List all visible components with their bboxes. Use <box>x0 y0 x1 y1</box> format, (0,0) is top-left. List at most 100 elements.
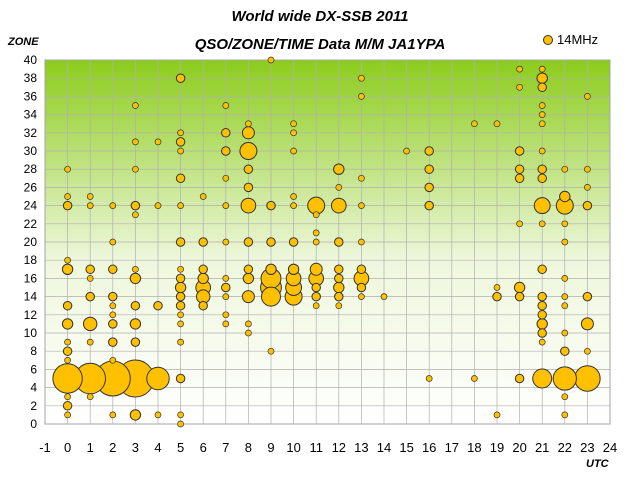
data-point <box>108 337 118 347</box>
x-tick-label: 11 <box>309 440 323 455</box>
data-point <box>493 284 501 291</box>
data-point <box>537 300 547 311</box>
legend-label: 14MHz <box>557 32 599 47</box>
data-point <box>584 184 591 191</box>
data-point <box>154 138 162 146</box>
y-tick-label: 22 <box>24 217 38 231</box>
data-point <box>471 120 478 128</box>
data-point <box>538 338 546 346</box>
data-point <box>108 319 118 329</box>
chart-subtitle: QSO/ZONE/TIME Data M/M JA1YPA <box>194 36 446 53</box>
data-point <box>561 220 569 228</box>
data-point <box>582 291 593 302</box>
data-point <box>86 193 94 200</box>
data-point <box>240 197 257 214</box>
data-point <box>537 291 547 302</box>
data-point <box>538 111 546 118</box>
data-point <box>62 401 73 411</box>
data-point <box>129 272 142 285</box>
data-point <box>580 317 594 331</box>
x-tick-label: 22 <box>558 440 572 455</box>
data-point <box>493 411 501 419</box>
data-point <box>62 200 73 211</box>
data-point <box>86 393 94 401</box>
data-point <box>424 200 434 211</box>
data-point <box>62 346 73 356</box>
data-point <box>146 366 170 391</box>
data-point <box>330 197 347 214</box>
data-point <box>538 102 546 109</box>
x-tick-label: 23 <box>580 440 594 455</box>
data-point <box>533 197 551 215</box>
data-point <box>222 174 230 182</box>
data-point <box>311 282 321 293</box>
data-point <box>403 147 410 155</box>
data-point <box>552 366 577 391</box>
legend-marker <box>543 34 553 45</box>
x-tick-label: 18 <box>467 440 481 455</box>
x-tick-label: 3 <box>132 440 139 455</box>
data-point <box>312 238 320 246</box>
data-point <box>424 164 434 174</box>
y-tick-label: 0 <box>30 417 37 431</box>
data-point <box>86 338 94 346</box>
data-point <box>424 146 434 156</box>
data-point <box>537 264 547 275</box>
data-point <box>109 311 117 319</box>
data-point <box>514 164 525 174</box>
y-tick-label: 14 <box>24 290 38 304</box>
data-point <box>356 282 367 293</box>
data-point <box>177 129 184 137</box>
data-point <box>288 237 299 247</box>
y-tick-label: 34 <box>24 108 38 122</box>
data-point <box>177 265 184 273</box>
x-axis-label: UTC <box>586 458 609 470</box>
x-tick-label: 5 <box>177 440 184 455</box>
data-point <box>335 184 343 191</box>
data-point <box>175 237 186 247</box>
y-tick-label: 10 <box>24 326 38 340</box>
data-point <box>221 146 231 156</box>
y-tick-label: 18 <box>24 253 38 267</box>
y-axis-label: ZONE <box>8 36 39 48</box>
y-tick-label: 16 <box>24 271 38 285</box>
data-point <box>561 411 569 419</box>
data-point <box>265 263 277 275</box>
data-point <box>358 293 365 300</box>
data-point <box>537 310 547 320</box>
data-point <box>290 120 297 128</box>
x-tick-label: 21 <box>535 440 549 455</box>
data-point <box>61 263 74 275</box>
data-point <box>358 174 365 182</box>
data-point <box>290 147 297 155</box>
data-point <box>537 164 547 174</box>
data-point <box>132 138 139 146</box>
data-point <box>153 300 163 311</box>
data-point <box>222 311 230 319</box>
y-tick-label: 26 <box>24 180 38 194</box>
data-point <box>538 220 546 228</box>
data-point <box>129 318 142 330</box>
x-tick-label: 17 <box>445 440 459 455</box>
data-point <box>290 202 297 209</box>
data-point <box>584 165 591 173</box>
data-point <box>177 311 184 319</box>
data-point <box>245 120 252 128</box>
data-point <box>130 300 141 311</box>
data-point <box>538 147 546 155</box>
y-tick-label: 24 <box>24 199 38 213</box>
data-point <box>333 281 345 294</box>
x-tick-label: 16 <box>422 440 436 455</box>
data-point <box>175 173 186 184</box>
y-tick-label: 30 <box>24 144 38 158</box>
data-point <box>538 65 546 73</box>
data-point <box>222 238 230 246</box>
y-tick-label: 28 <box>24 162 38 176</box>
data-point <box>64 393 71 401</box>
x-tick-labels: -1 0 1 2 3 4 5 6 7 8 9 10 11 12 13 14 15 16 17 18 19 20 21 22 23… <box>39 440 617 455</box>
data-point <box>154 411 162 419</box>
data-point <box>64 256 71 264</box>
x-tick-label: 9 <box>267 440 274 455</box>
data-point <box>109 238 117 246</box>
data-point <box>197 272 209 285</box>
